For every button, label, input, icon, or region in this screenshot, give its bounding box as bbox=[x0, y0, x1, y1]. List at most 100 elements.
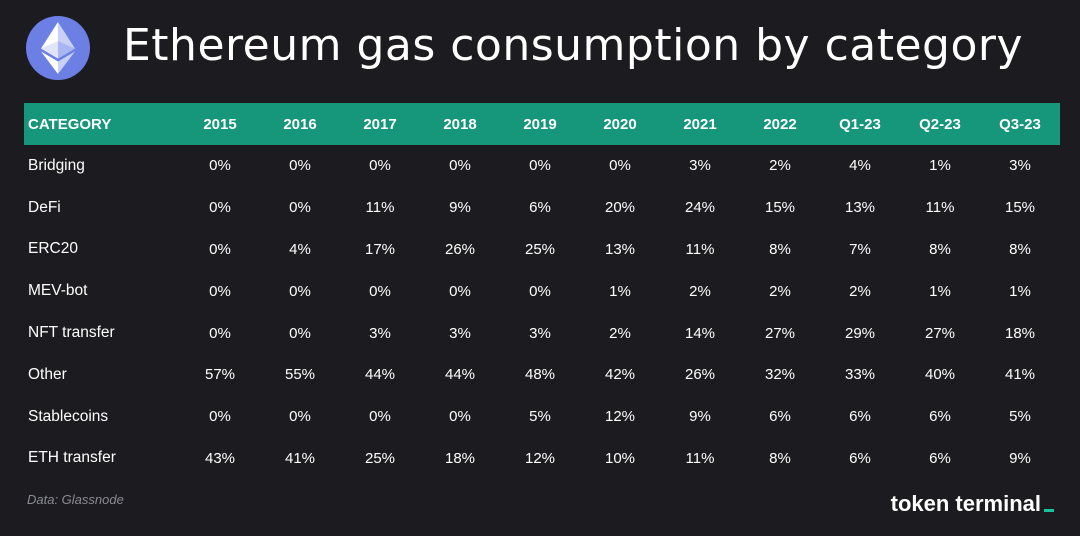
table-row: DeFi 0% 0% 11% 9% 6% 20% 24% 15% 13% 11% 15% bbox=[24, 187, 1060, 229]
table-cell-value: 44% bbox=[364, 366, 396, 384]
table-cell-value: 41% bbox=[1004, 366, 1036, 384]
column-header-category: CATEGORY bbox=[28, 115, 112, 133]
table-cell-value: 2% bbox=[609, 324, 631, 342]
column-header: Q2-23 bbox=[919, 115, 961, 133]
table-cell-value: 3% bbox=[449, 324, 471, 342]
table-cell-value: 24% bbox=[684, 199, 716, 217]
table-cell-value: 0% bbox=[289, 282, 311, 300]
table-cell-value: 0% bbox=[529, 157, 551, 175]
table-cell-value: 2% bbox=[689, 282, 711, 300]
table-row: ERC20 0% 4% 17% 26% 25% 13% 11% 8% 7% 8% 8% bbox=[24, 229, 1060, 271]
ethereum-diamond-icon bbox=[41, 22, 75, 74]
table-cell-value: 0% bbox=[209, 408, 231, 426]
table-row: Bridging 0% 0% 0% 0% 0% 0% 3% 2% 4% 1% 3% bbox=[24, 145, 1060, 187]
table-cell-value: 26% bbox=[684, 366, 716, 384]
table-cell-value: 1% bbox=[609, 282, 631, 300]
table-cell-value: 15% bbox=[764, 199, 796, 217]
table-row: Stablecoins 0% 0% 0% 0% 5% 12% 9% 6% 6% 6% 5% bbox=[24, 396, 1060, 438]
row-category-label: ERC20 bbox=[28, 240, 78, 258]
table-cell-value: 17% bbox=[364, 240, 396, 258]
table-cell-value: 15% bbox=[1004, 199, 1036, 217]
table-cell-value: 0% bbox=[529, 282, 551, 300]
table-cell-value: 44% bbox=[444, 366, 476, 384]
table-cell-value: 6% bbox=[929, 408, 951, 426]
table-cell-value: 0% bbox=[289, 408, 311, 426]
table-cell-value: 0% bbox=[209, 324, 231, 342]
row-category-label: Stablecoins bbox=[28, 407, 109, 425]
table-cell-value: 11% bbox=[685, 449, 715, 467]
data-source-note: Data: Glassnode bbox=[27, 492, 124, 507]
table-cell-value: 29% bbox=[844, 324, 876, 342]
page-title: Ethereum gas consumption by category bbox=[123, 20, 1024, 71]
table-cell-value: 0% bbox=[209, 157, 231, 175]
table-cell-value: 27% bbox=[764, 324, 796, 342]
table-cell-value: 5% bbox=[529, 408, 551, 426]
table-cell-value: 3% bbox=[1009, 157, 1031, 175]
table-cell-value: 8% bbox=[929, 240, 951, 258]
table-cell-value: 3% bbox=[369, 324, 391, 342]
table-cell-value: 1% bbox=[929, 282, 951, 300]
table-cell-value: 55% bbox=[284, 366, 316, 384]
table-cell-value: 6% bbox=[529, 199, 551, 217]
table-cell-value: 11% bbox=[365, 199, 395, 217]
row-category-label: NFT transfer bbox=[28, 324, 115, 342]
table-cell-value: 8% bbox=[769, 240, 791, 258]
table-cell-value: 0% bbox=[449, 408, 471, 426]
table-cell-value: 0% bbox=[289, 157, 311, 175]
table-row: MEV-bot 0% 0% 0% 0% 0% 1% 2% 2% 2% 1% 1% bbox=[24, 270, 1060, 312]
table-cell-value: 11% bbox=[925, 199, 955, 217]
row-category-label: Bridging bbox=[28, 156, 85, 174]
table-row: NFT transfer 0% 0% 3% 3% 3% 2% 14% 27% 29% 27% 18% bbox=[24, 312, 1060, 354]
table-cell-value: 6% bbox=[769, 408, 791, 426]
table-cell-value: 6% bbox=[849, 408, 871, 426]
table-cell-value: 9% bbox=[1009, 449, 1031, 467]
column-header: 2021 bbox=[683, 115, 717, 133]
table-cell-value: 0% bbox=[209, 240, 231, 258]
column-header: 2018 bbox=[443, 115, 477, 133]
table-cell-value: 0% bbox=[289, 324, 311, 342]
table-cell-value: 2% bbox=[769, 157, 791, 175]
table-row: Other 57% 55% 44% 44% 48% 42% 26% 32% 33% 40% 41% bbox=[24, 354, 1060, 396]
table-cell-value: 0% bbox=[369, 282, 391, 300]
brand-cursor-mark bbox=[1044, 509, 1054, 512]
table-cell-value: 0% bbox=[369, 157, 391, 175]
table-cell-value: 18% bbox=[444, 449, 476, 467]
table-cell-value: 3% bbox=[689, 157, 711, 175]
row-category-label: ETH transfer bbox=[28, 449, 116, 467]
column-header: Q1-23 bbox=[839, 115, 881, 133]
table-cell-value: 18% bbox=[1004, 324, 1036, 342]
table-cell-value: 48% bbox=[524, 366, 556, 384]
table-cell-value: 25% bbox=[364, 449, 396, 467]
table-cell-value: 13% bbox=[844, 199, 876, 217]
table-cell-value: 14% bbox=[684, 324, 716, 342]
table-cell-value: 5% bbox=[1009, 408, 1031, 426]
table-cell-value: 32% bbox=[764, 366, 796, 384]
table-cell-value: 4% bbox=[849, 157, 871, 175]
table-cell-value: 0% bbox=[449, 282, 471, 300]
column-header: 2019 bbox=[523, 115, 557, 133]
table-cell-value: 8% bbox=[769, 449, 791, 467]
table-cell-value: 26% bbox=[444, 240, 476, 258]
table-cell-value: 0% bbox=[289, 199, 311, 217]
table-cell-value: 25% bbox=[524, 240, 556, 258]
table-cell-value: 4% bbox=[289, 240, 311, 258]
table-cell-value: 9% bbox=[689, 408, 711, 426]
table-cell-value: 9% bbox=[449, 199, 471, 217]
table-cell-value: 2% bbox=[849, 282, 871, 300]
brand-logo: token terminal bbox=[891, 491, 1054, 517]
table-cell-value: 0% bbox=[209, 282, 231, 300]
table-cell-value: 27% bbox=[924, 324, 956, 342]
table-row: ETH transfer 43% 41% 25% 18% 12% 10% 11% 8% 6% 6% 9… bbox=[24, 438, 1060, 480]
column-header: Q3-23 bbox=[999, 115, 1041, 133]
table-cell-value: 0% bbox=[369, 408, 391, 426]
table-cell-value: 41% bbox=[284, 449, 316, 467]
row-category-label: DeFi bbox=[28, 198, 61, 216]
table-cell-value: 1% bbox=[1009, 282, 1031, 300]
table-cell-value: 6% bbox=[929, 449, 951, 467]
table-cell-value: 12% bbox=[524, 449, 556, 467]
table-cell-value: 2% bbox=[769, 282, 791, 300]
column-header: 2015 bbox=[203, 115, 237, 133]
row-category-label: MEV-bot bbox=[28, 282, 88, 300]
table-cell-value: 0% bbox=[449, 157, 471, 175]
table-cell-value: 3% bbox=[529, 324, 551, 342]
